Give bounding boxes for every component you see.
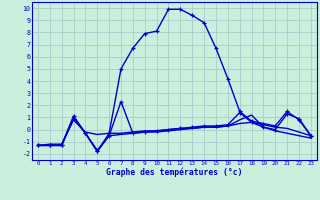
X-axis label: Graphe des températures (°c): Graphe des températures (°c) xyxy=(106,168,243,177)
